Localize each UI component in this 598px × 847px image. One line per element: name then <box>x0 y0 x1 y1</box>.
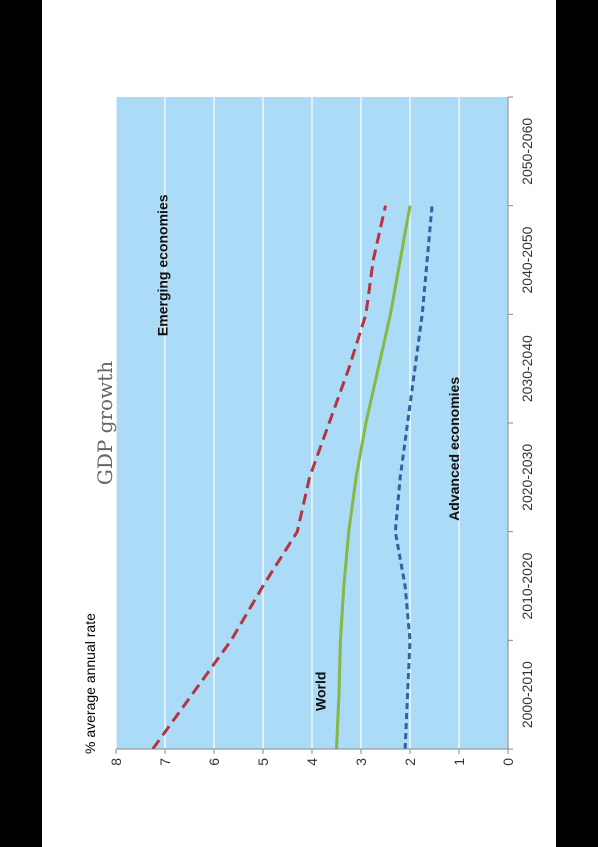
x-tick-label: 2040-2050 <box>519 226 535 293</box>
y-axis-label: % average annual rate <box>82 613 98 754</box>
x-tick-label: 2030-2040 <box>519 335 535 402</box>
page: Emerging economies World Advanced economie… <box>42 0 556 847</box>
y-tick-label: 8 <box>108 758 124 766</box>
y-tick-label: 6 <box>206 758 222 766</box>
gridlines <box>115 97 460 749</box>
series-label-advanced-economies: Advanced economies <box>446 377 462 521</box>
chart-title: GDP growth <box>93 361 117 485</box>
y-tick-label: 2 <box>402 758 418 766</box>
y-tick-label: 7 <box>157 758 173 766</box>
x-tick-label: 2000-2010 <box>519 661 535 728</box>
y-tick-label: 4 <box>304 758 320 766</box>
x-tick-label: 2010-2020 <box>519 552 535 619</box>
series-line-emerging-economies <box>151 205 387 750</box>
y-tick-label: 3 <box>353 758 369 766</box>
series-label-emerging-economies: Emerging economies <box>154 194 170 336</box>
series-line-advanced-economies <box>393 205 434 750</box>
series-label-world: World <box>313 672 329 711</box>
y-tick-label: 0 <box>500 758 516 766</box>
axes: 0 1 2 3 4 5 6 7 8 2000-2010 2010-2020 2020-2030 2030… <box>108 96 535 766</box>
y-tick-label: 1 <box>451 758 467 766</box>
series-line-world <box>335 205 412 750</box>
y-tick-label: 5 <box>255 758 271 766</box>
x-tick-label: 2020-2030 <box>519 444 535 511</box>
x-tick-label: 2050-2060 <box>519 118 535 185</box>
gdp-growth-chart: Emerging economies World Advanced economie… <box>82 96 535 766</box>
series-lines: Emerging economies World Advanced economie… <box>151 194 462 750</box>
